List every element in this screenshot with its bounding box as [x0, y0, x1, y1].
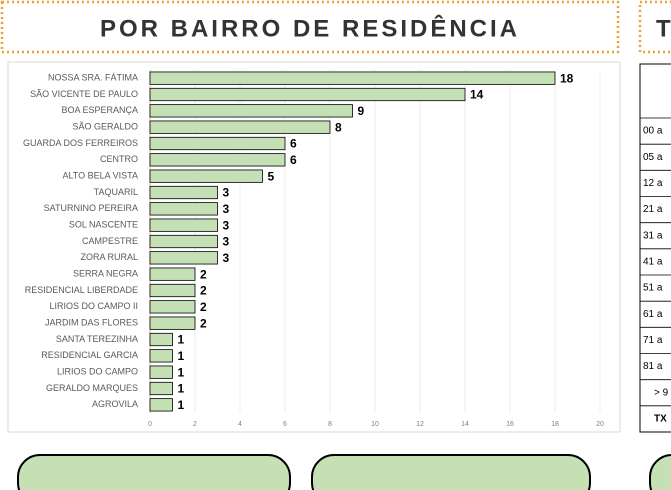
info-box [17, 454, 291, 490]
value-label: 6 [290, 137, 297, 151]
x-tick-label: 4 [238, 421, 242, 428]
x-tick-label: 6 [283, 421, 287, 428]
bar [149, 267, 196, 281]
table-cell: 12 a [643, 178, 663, 189]
table-cell: 31 a [643, 230, 663, 241]
y-tick-label: SÃO GERALDO [72, 122, 138, 132]
value-label: 14 [470, 88, 484, 102]
info-box [311, 454, 591, 490]
value-label: 3 [223, 251, 230, 265]
x-tick-label: 2 [193, 421, 197, 428]
y-tick-label: AGROVILA [92, 399, 138, 409]
info-box [649, 454, 671, 490]
table-cell: 61 a [643, 309, 663, 320]
side-title-box [638, 0, 671, 54]
table-cell: 05 a [643, 152, 663, 163]
y-tick-label: GUARDA DOS FERREIROS [23, 138, 138, 148]
table-cell: 41 a [643, 257, 663, 268]
bar [149, 234, 218, 249]
value-label: 2 [200, 316, 207, 330]
bar [149, 365, 173, 379]
table-cell: 00 a [643, 126, 663, 137]
y-tick-label: RESIDENCIAL GARCIA [41, 350, 138, 360]
side-title: T [656, 15, 671, 42]
table-cell: 21 a [643, 204, 663, 215]
side-table [639, 63, 671, 433]
x-tick-label: 12 [416, 421, 424, 428]
y-tick-label: SATURNINO PEREIRA [44, 203, 138, 213]
y-tick-label: LIRIOS DO CAMPO [57, 367, 138, 377]
chart-title: POR BAIRRO DE RESIDÊNCIA [100, 14, 520, 42]
bar [149, 381, 173, 396]
value-label: 1 [178, 333, 185, 347]
x-tick-label: 16 [506, 421, 514, 428]
x-tick-label: 0 [148, 421, 152, 428]
bar [149, 398, 173, 412]
bar [149, 218, 218, 232]
y-tick-label: SÃO VICENTE DE PAULO [30, 89, 138, 99]
value-label: 6 [290, 153, 297, 167]
bar [149, 316, 196, 330]
bar [149, 120, 331, 134]
bar [149, 202, 218, 216]
x-tick-label: 20 [596, 421, 604, 428]
y-tick-label: ALTO BELA VISTA [62, 171, 138, 181]
bar [149, 251, 218, 265]
bar [149, 153, 286, 167]
value-label: 18 [560, 71, 574, 85]
bar [149, 87, 466, 102]
table-cell: 51 a [643, 283, 663, 294]
bar [149, 104, 353, 118]
value-label: 9 [358, 104, 365, 118]
table-cell: 71 a [643, 335, 663, 346]
bar [149, 332, 173, 347]
bar [149, 185, 218, 200]
value-label: 3 [223, 202, 230, 216]
y-tick-label: SOL NASCENTE [69, 220, 138, 230]
value-label: 2 [200, 267, 207, 281]
y-tick-label: GERALDO MARQUES [46, 383, 138, 393]
value-label: 1 [178, 365, 185, 379]
y-tick-label: NOSSA SRA. FÁTIMA [48, 73, 138, 83]
y-tick-label: RESIDENCIAL LIBERDADE [25, 285, 138, 295]
x-tick-label: 18 [551, 421, 559, 428]
value-label: 3 [223, 235, 230, 249]
value-label: 3 [223, 186, 230, 200]
x-tick-label: 8 [328, 421, 332, 428]
title-box [0, 0, 620, 54]
bar [149, 169, 263, 183]
y-tick-label: ZORA RURAL [80, 252, 138, 262]
bar [149, 349, 173, 363]
y-tick-label: TAQUARIL [94, 187, 138, 197]
table-cell: 81 a [643, 361, 663, 372]
x-tick-label: 10 [371, 421, 379, 428]
y-tick-label: CENTRO [100, 154, 138, 164]
y-tick-label: CAMPESTRE [82, 236, 138, 246]
value-label: 5 [268, 169, 275, 183]
value-label: 8 [335, 120, 342, 134]
value-label: 1 [178, 398, 185, 412]
table-cell: TX [654, 414, 667, 425]
y-tick-label: LIRIOS DO CAMPO II [49, 301, 138, 311]
value-label: 3 [223, 218, 230, 232]
bar [149, 71, 556, 85]
y-tick-label: BOA ESPERANÇA [61, 105, 138, 115]
y-tick-label: SANTA TEREZINHA [56, 334, 138, 344]
value-label: 1 [178, 349, 185, 363]
bar [149, 136, 286, 151]
table-cell: > 9 [654, 387, 669, 398]
value-label: 1 [178, 382, 185, 396]
y-tick-label: JARDIM DAS FLORES [45, 318, 138, 328]
bar [149, 283, 196, 298]
y-tick-label: SERRA NEGRA [73, 269, 138, 279]
bar [149, 300, 196, 314]
value-label: 2 [200, 284, 207, 298]
value-label: 2 [200, 300, 207, 314]
x-tick-label: 14 [461, 421, 469, 428]
